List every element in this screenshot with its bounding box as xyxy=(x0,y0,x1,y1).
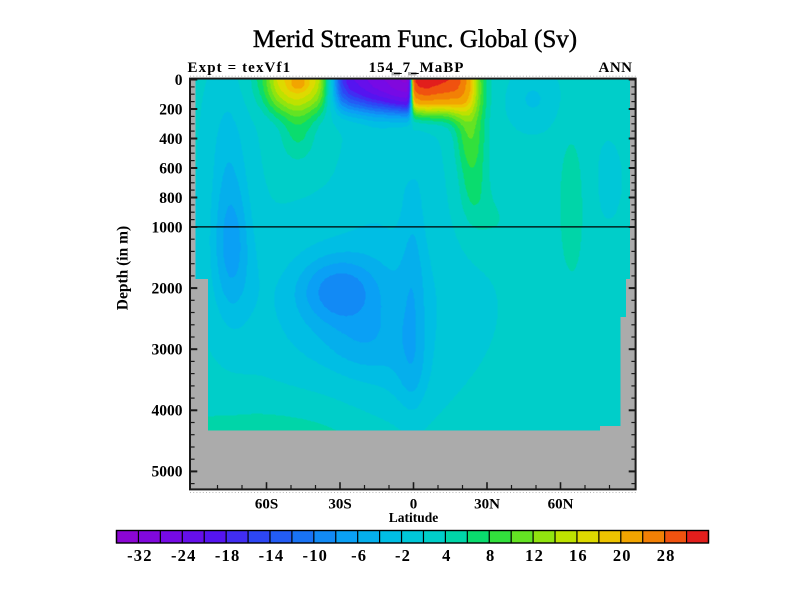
svg-text:2000: 2000 xyxy=(152,280,183,297)
svg-text:800: 800 xyxy=(159,190,183,207)
svg-text:4000: 4000 xyxy=(152,403,183,420)
svg-text:-2: -2 xyxy=(395,546,411,565)
svg-text:5000: 5000 xyxy=(152,464,183,481)
svg-text:600: 600 xyxy=(159,160,183,177)
svg-text:ANN: ANN xyxy=(599,60,633,76)
svg-text:20: 20 xyxy=(613,546,632,565)
svg-text:8: 8 xyxy=(486,546,495,565)
svg-text:60N: 60N xyxy=(548,497,574,513)
svg-text:60S: 60S xyxy=(255,497,278,513)
svg-text:3000: 3000 xyxy=(152,342,183,359)
svg-text:-32: -32 xyxy=(127,546,153,565)
svg-text:-6: -6 xyxy=(351,546,367,565)
svg-text:-18: -18 xyxy=(215,546,241,565)
svg-text:28: 28 xyxy=(657,546,676,565)
svg-text:-24: -24 xyxy=(171,546,197,565)
svg-text:16: 16 xyxy=(569,546,588,565)
svg-text:1000: 1000 xyxy=(152,219,183,236)
svg-text:4: 4 xyxy=(442,546,451,565)
svg-text:Expt = texVf1: Expt = texVf1 xyxy=(188,60,292,76)
svg-text:Latitude: Latitude xyxy=(389,510,439,525)
svg-text:Merid Stream Func. Global (Sv): Merid Stream Func. Global (Sv) xyxy=(253,26,577,53)
svg-text:-10: -10 xyxy=(303,546,329,565)
svg-text:200: 200 xyxy=(159,101,183,118)
svg-text:0: 0 xyxy=(175,72,183,89)
svg-text:154_7_MaBP: 154_7_MaBP xyxy=(369,60,465,76)
svg-text:0: 0 xyxy=(410,497,418,513)
svg-text:12: 12 xyxy=(525,546,544,565)
svg-text:Depth (in m): Depth (in m) xyxy=(115,226,132,310)
svg-text:30N: 30N xyxy=(474,497,500,513)
svg-text:30S: 30S xyxy=(328,497,351,513)
svg-text:-14: -14 xyxy=(259,546,285,565)
svg-text:400: 400 xyxy=(159,131,183,148)
